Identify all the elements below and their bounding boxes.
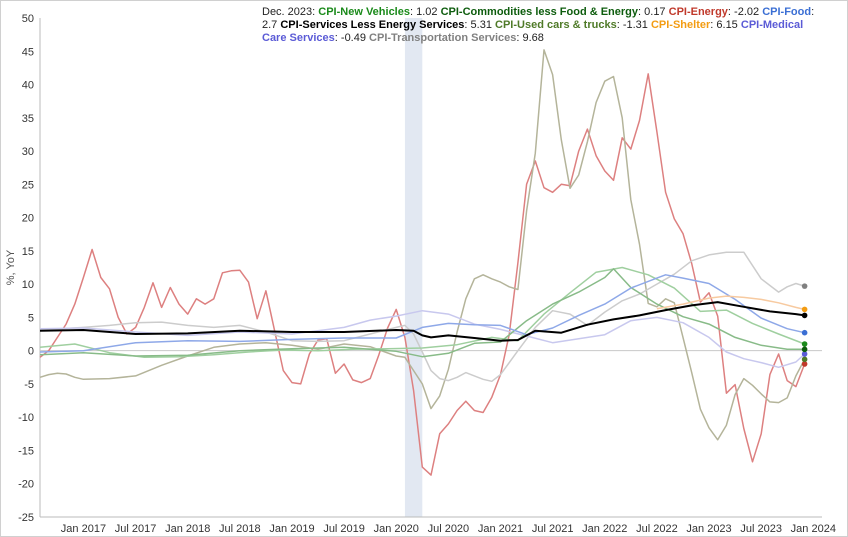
legend-entry-label: CPI-Food (762, 6, 812, 18)
series-endpoint-cpi-new-vehicles (801, 341, 808, 347)
x-tick-label: Jul 2019 (323, 523, 365, 535)
legend-date: Dec. 2023: (262, 6, 316, 18)
legend-entry-value: 0.17 (644, 6, 666, 18)
y-tick-label: -20 (18, 479, 34, 491)
legend-entry-value: 9.68 (522, 32, 544, 44)
series-line-cpi-new-vehicles (39, 266, 805, 359)
y-tick-label: 45 (22, 46, 34, 58)
shaded-region-layer (404, 18, 423, 517)
y-tick-label: -25 (18, 512, 34, 524)
y-tick-label: 10 (22, 279, 34, 291)
x-tick-label: Jul 2023 (740, 523, 782, 535)
x-tick-label: Jan 2023 (686, 523, 731, 535)
series-line-cpi-shelter (656, 295, 805, 311)
y-tick-label: 15 (22, 246, 34, 258)
legend-entry-label: CPI-Shelter (650, 19, 711, 31)
series-endpoint-cpi-energy (801, 361, 808, 367)
series-layer (39, 49, 806, 476)
legend-entry-separator: : (638, 6, 645, 18)
legend-entry-label: CPI-New Vehicles (318, 6, 410, 18)
y-tick-label: 25 (22, 179, 34, 191)
x-tick-label: Jan 2024 (791, 523, 836, 535)
x-tick-label: Jan 2022 (582, 523, 627, 535)
series-endpoint-cpi-food (801, 329, 808, 336)
y-tick-label: -10 (18, 412, 34, 424)
legend-entry-label: CPI-Used cars & trucks (495, 19, 617, 31)
legend: Dec. 2023: CPI-New Vehicles: 1.02 CPI-Co… (262, 6, 822, 45)
legend-entry-value: 6.15 (716, 19, 738, 31)
legend-entries: CPI-New Vehicles: 1.02 CPI-Commodities l… (262, 6, 814, 44)
series-endpoint-cpi-transportation-services (801, 283, 808, 289)
axis-layer: -25 -20 -15 -10 -5 0 5 10 15 20 25 30 35 40 45 50 Jan 20… (18, 13, 836, 535)
series-endpoint-cpi-services-less-energy-services (801, 312, 808, 319)
legend-entry-value: -0.49 (340, 32, 366, 44)
x-tick-label: Jul 2017 (115, 523, 157, 535)
x-tick-label: Jan 2020 (374, 523, 419, 535)
legend-entry-separator: : (727, 6, 735, 18)
x-tick-label: Jul 2020 (428, 523, 470, 535)
y-tick-label: 30 (22, 146, 34, 158)
x-tick-label: Jul 2021 (532, 523, 574, 535)
series-endpoint-cpi-used-cars-trucks (801, 356, 808, 363)
y-axis-label: %, YoY (5, 249, 17, 285)
series-endpoint-cpi-medical-care-services (801, 351, 808, 357)
x-tick-label: Jul 2018 (219, 523, 261, 535)
y-tick-label: 0 (28, 346, 34, 358)
x-tick-label: Jan 2018 (165, 523, 210, 535)
series-line-cpi-services-less-energy-services (39, 301, 805, 342)
x-tick-label: Jan 2019 (269, 523, 314, 535)
legend-entry-separator: : (464, 19, 471, 31)
legend-entry-value: -1.31 (622, 19, 648, 31)
legend-entry-label: CPI-Transportation Services (369, 32, 517, 44)
series-line-cpi-transportation-services (39, 251, 805, 383)
legend-entry-separator: : (409, 6, 417, 18)
legend-entry-separator: : (516, 32, 523, 44)
series-endpoint-cpi-commodities-less-food-energy (801, 346, 808, 353)
y-tick-label: -5 (24, 379, 34, 391)
series-line-cpi-energy (39, 73, 806, 476)
y-tick-label: 50 (22, 13, 34, 25)
legend-entry-separator: : (710, 19, 717, 31)
legend-entry-label: CPI-Commodities less Food & Energy (440, 6, 639, 18)
legend-entry-separator: : (616, 19, 623, 31)
x-tick-label: Jan 2017 (61, 523, 106, 535)
y-tick-label: -15 (18, 445, 34, 457)
legend-entry-separator: : (334, 32, 341, 44)
x-tick-label: Jan 2021 (478, 523, 523, 535)
series-endpoint-cpi-shelter (801, 306, 808, 313)
series-line-cpi-used-cars-trucks (39, 49, 806, 441)
endpoint-dot-layer (801, 283, 808, 367)
legend-entry-value: 5.31 (470, 19, 492, 31)
y-tick-label: 20 (22, 213, 34, 225)
series-line-cpi-commodities-less-food-energy (39, 268, 805, 358)
legend-entry-value: -2.02 (734, 6, 760, 18)
x-tick-label: Jul 2022 (636, 523, 678, 535)
legend-entry-separator: : (811, 6, 815, 18)
legend-entry-label: CPI-Energy (668, 6, 728, 18)
legend-entry-value: 2.7 (262, 19, 278, 31)
legend-entry-label: CPI-Services Less Energy Services (280, 19, 465, 31)
legend-entry-label: CPI-Medical Care Services (262, 19, 804, 44)
legend-entry-value: 1.02 (416, 6, 438, 18)
recession-shading (404, 18, 423, 517)
y-tick-label: 35 (22, 113, 34, 125)
y-tick-label: 5 (28, 312, 34, 324)
y-tick-label: 40 (22, 80, 34, 92)
